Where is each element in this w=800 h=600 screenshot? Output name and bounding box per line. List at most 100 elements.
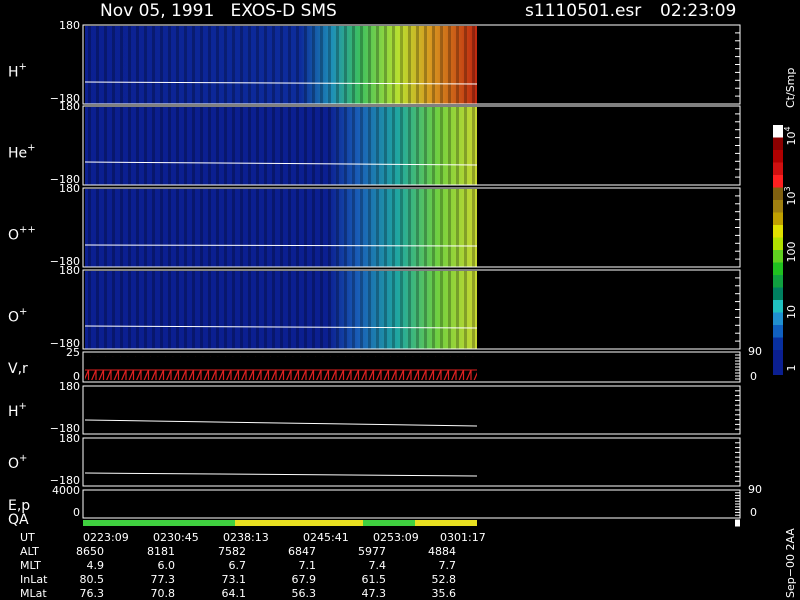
colorbar-label-exp: 4 <box>783 126 792 131</box>
y-top-label: 180 <box>59 182 80 195</box>
table-cell: 7.7 <box>439 559 457 572</box>
panel-label-name: O <box>8 310 19 326</box>
table-cell: 0301:17 <box>440 531 486 544</box>
colorbar-label-base: 10 <box>785 132 798 146</box>
table-cell: 4884 <box>428 545 456 558</box>
y-bottom-label: −180 <box>50 337 80 350</box>
table-cell: 80.5 <box>80 573 105 586</box>
y-bottom-label: −180 <box>50 255 80 268</box>
colorbar-cell <box>773 350 783 363</box>
colorbar-label: 10 <box>785 305 798 319</box>
colorbar-cell <box>773 287 783 300</box>
y-top-label: 180 <box>59 19 80 32</box>
table-cell: 0245:41 <box>303 531 349 544</box>
row-label: MLT <box>20 559 41 572</box>
panel-label-name: E,p <box>8 498 30 514</box>
colorbar-cell <box>773 125 783 138</box>
y-bottom-label: −180 <box>50 422 80 435</box>
panel-frames <box>82 24 741 527</box>
table-cell: 77.3 <box>151 573 176 586</box>
colorbar-label-exp: 3 <box>783 186 792 191</box>
colorbar-cell <box>773 162 783 175</box>
y-top-label: 180 <box>59 264 80 277</box>
y-top-label: 180 <box>59 432 80 445</box>
colorbar-cell <box>773 275 783 288</box>
colorbar-cell <box>773 262 783 275</box>
table-cell: 6.0 <box>158 559 176 572</box>
colorbar-cell <box>773 300 783 313</box>
panel-label: O++ <box>8 225 36 244</box>
footer-note: Sep−00 2AA <box>784 528 797 598</box>
panel-label-name: He <box>8 146 27 162</box>
table-cell: 6847 <box>288 545 316 558</box>
table-cell: 7582 <box>218 545 246 558</box>
y2-top-label: 90 <box>748 345 762 358</box>
row-label: ALT <box>20 545 39 558</box>
colorbar-label: 100 <box>785 242 798 263</box>
table-cell: 67.9 <box>292 573 317 586</box>
row-label: MLat <box>20 587 47 600</box>
y-top-label: 4000 <box>52 484 80 497</box>
panel-label-sup: + <box>19 401 27 412</box>
table-cell: 76.3 <box>80 587 105 600</box>
table-cell: 4.9 <box>87 559 105 572</box>
table-cell: 0253:09 <box>373 531 419 544</box>
colorbar-cell <box>773 150 783 163</box>
y-bottom-label: 0 <box>73 370 80 383</box>
panel-label-name: O <box>8 456 19 472</box>
table-cell: 64.1 <box>222 587 247 600</box>
colorbar-cell <box>773 137 783 150</box>
panel-label-sup: + <box>19 307 27 318</box>
panel-label-name: H <box>8 65 19 81</box>
panel-label: He+ <box>8 143 36 162</box>
panel-frame <box>82 385 741 435</box>
table-cell: 73.1 <box>222 573 247 586</box>
table-cell: 8650 <box>76 545 104 558</box>
table-cell: 8181 <box>147 545 175 558</box>
y-top-label: 25 <box>66 346 80 359</box>
file-name: s1110501.esr <box>525 1 641 21</box>
panel-label-sup: + <box>19 62 27 73</box>
panel-label-sup: + <box>19 453 27 464</box>
table-cell: 47.3 <box>362 587 387 600</box>
table-cell: 7.4 <box>369 559 387 572</box>
row-label: InLat <box>20 573 48 586</box>
colorbar-cell <box>773 187 783 200</box>
panel-label-name: H <box>8 404 19 420</box>
table-cell: 0230:45 <box>153 531 199 544</box>
table-cell: 61.5 <box>362 573 387 586</box>
panel-label-name: V,r <box>8 361 28 377</box>
colorbar-cell <box>773 250 783 263</box>
y-bottom-label: −180 <box>50 474 80 487</box>
panel-frame <box>82 489 741 519</box>
colorbar-cell <box>773 362 783 375</box>
panel-label-name: O <box>8 228 19 244</box>
colorbar-label: 104 <box>783 126 798 145</box>
panel-label-name: QA <box>8 512 29 528</box>
panel-label: O+ <box>8 453 27 472</box>
time: 02:23:09 <box>660 1 736 21</box>
ephemeris-table: UT 0223:09 0230:45 0238:13 0245:41 0253:09 030… <box>20 531 486 600</box>
colorbar-cell <box>773 225 783 238</box>
y-top-label: 180 <box>59 380 80 393</box>
panel-label: O+ <box>8 307 27 326</box>
panel-label: QA <box>8 512 29 528</box>
y2-bottom-label: 0 <box>750 506 757 519</box>
colorbar-cell <box>773 312 783 325</box>
spectrogram-images <box>83 26 478 526</box>
panel-label: H+ <box>8 62 27 81</box>
colorbar-label: 103 <box>783 186 798 205</box>
colorbar-label: 1 <box>785 365 798 372</box>
table-cell: 52.8 <box>432 573 457 586</box>
y-bottom-label: −180 <box>50 173 80 186</box>
table-cell: 0223:09 <box>83 531 129 544</box>
colorbar-cell <box>773 237 783 250</box>
colorbar-label-base: 10 <box>785 192 798 206</box>
table-cell: 35.6 <box>432 587 457 600</box>
panel-labels: H+180−180He+180−180O++180−180O+180−180V,… <box>8 19 762 528</box>
table-cell: 7.1 <box>299 559 317 572</box>
panel-label-sup: ++ <box>19 225 36 236</box>
panel-label: V,r <box>8 361 28 377</box>
